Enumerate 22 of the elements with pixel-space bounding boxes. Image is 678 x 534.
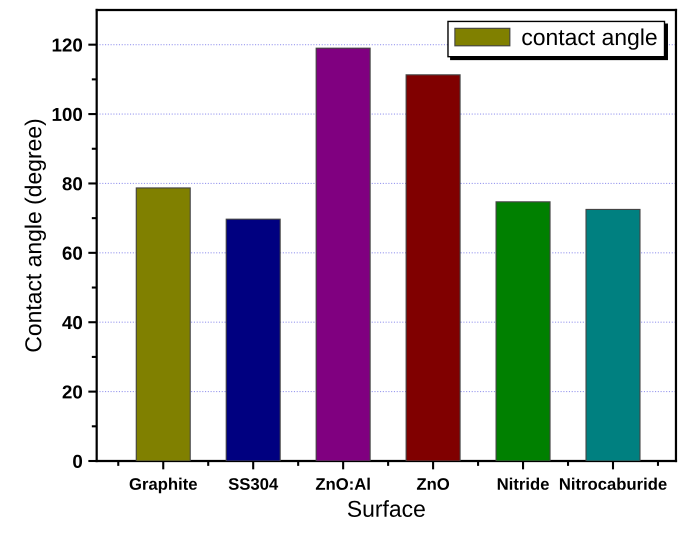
y-tick-label: 0 [73,454,82,468]
bar [496,201,551,461]
bar [136,187,191,461]
x-tick-label: ZnO [416,478,450,490]
legend-label: contact angle [522,28,657,50]
y-tick-label: 40 [62,316,82,330]
x-tick-label: Graphite [130,478,197,494]
bar [585,208,641,461]
x-axis-title: Surface [348,500,425,517]
y-tick-label: 60 [62,246,82,260]
y-tick-label: 100 [52,108,82,122]
x-tick-label: Nitride [498,478,549,490]
y-tick-label: 20 [62,385,82,399]
y-tick-label: 80 [62,177,82,190]
x-tick-label: SS304 [228,478,278,490]
x-tick-label: Nitrocaburide [560,478,667,490]
bar [406,74,461,461]
y-axis-title: Contact angle (degree) [24,120,46,352]
x-tick-label: ZnO:Al [316,478,370,490]
y-tick-label: 120 [52,38,82,52]
bar [226,218,281,461]
bar [316,48,371,461]
